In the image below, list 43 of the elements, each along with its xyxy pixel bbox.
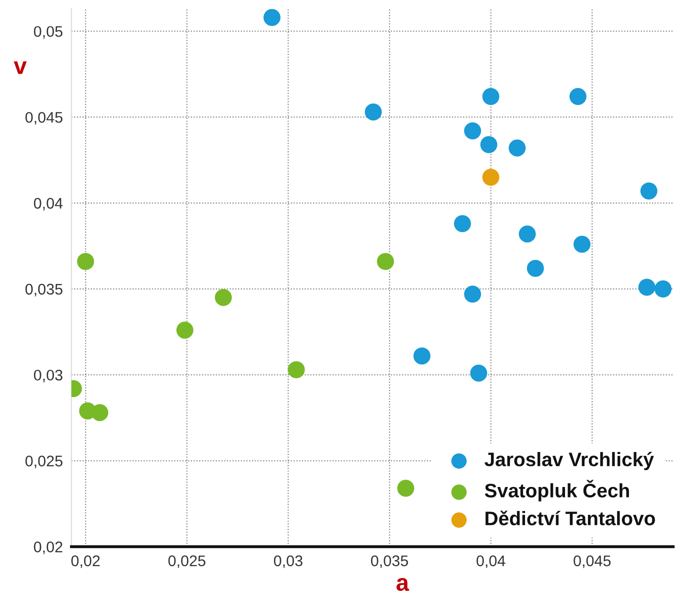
- x-tick-label: 0,025: [168, 555, 206, 568]
- y-tick-label: 0,035: [25, 284, 62, 296]
- point: [638, 278, 656, 296]
- y-tick-label: 0,02: [34, 542, 62, 554]
- point: [470, 364, 488, 382]
- y-tick-label: 0,05: [34, 26, 62, 39]
- point: [480, 136, 498, 154]
- point: [91, 404, 108, 422]
- y-tick-label: 0,04: [34, 198, 63, 211]
- point: [288, 361, 305, 378]
- point: [263, 8, 281, 26]
- point: [364, 103, 382, 120]
- point: [77, 252, 94, 270]
- point: [464, 286, 482, 303]
- y-tick-label: 0,03: [34, 370, 62, 382]
- point: [464, 122, 482, 140]
- point: [376, 252, 394, 270]
- y-tick-label: 0,025: [25, 456, 62, 468]
- x-tick-label: 0,035: [371, 555, 408, 568]
- y-axis-title: v: [14, 61, 27, 74]
- legend-label: Jaroslav Vrchlický: [484, 452, 654, 470]
- point: [413, 347, 430, 364]
- point: [482, 88, 500, 105]
- point: [574, 236, 591, 253]
- legend-label: Svatopluk Čech: [484, 480, 629, 502]
- legend-label: Dědictví Tantalovo: [486, 510, 655, 526]
- point: [508, 140, 526, 157]
- point: [569, 88, 586, 105]
- point: [214, 289, 232, 306]
- point: [397, 480, 414, 497]
- point: [526, 260, 544, 277]
- point: [518, 225, 536, 242]
- point: [640, 182, 658, 200]
- point: [176, 322, 194, 339]
- x-tick-label: 0,03: [274, 555, 302, 568]
- x-tick-label: 0,04: [476, 555, 506, 568]
- x-tick-label: 0,045: [574, 555, 611, 568]
- x-tick-label: 0,02: [71, 555, 100, 568]
- y-tick-label: 0,045: [25, 112, 62, 125]
- x-axis-title: a: [396, 578, 410, 591]
- point: [454, 215, 471, 232]
- point: [482, 168, 500, 186]
- point: [654, 280, 672, 298]
